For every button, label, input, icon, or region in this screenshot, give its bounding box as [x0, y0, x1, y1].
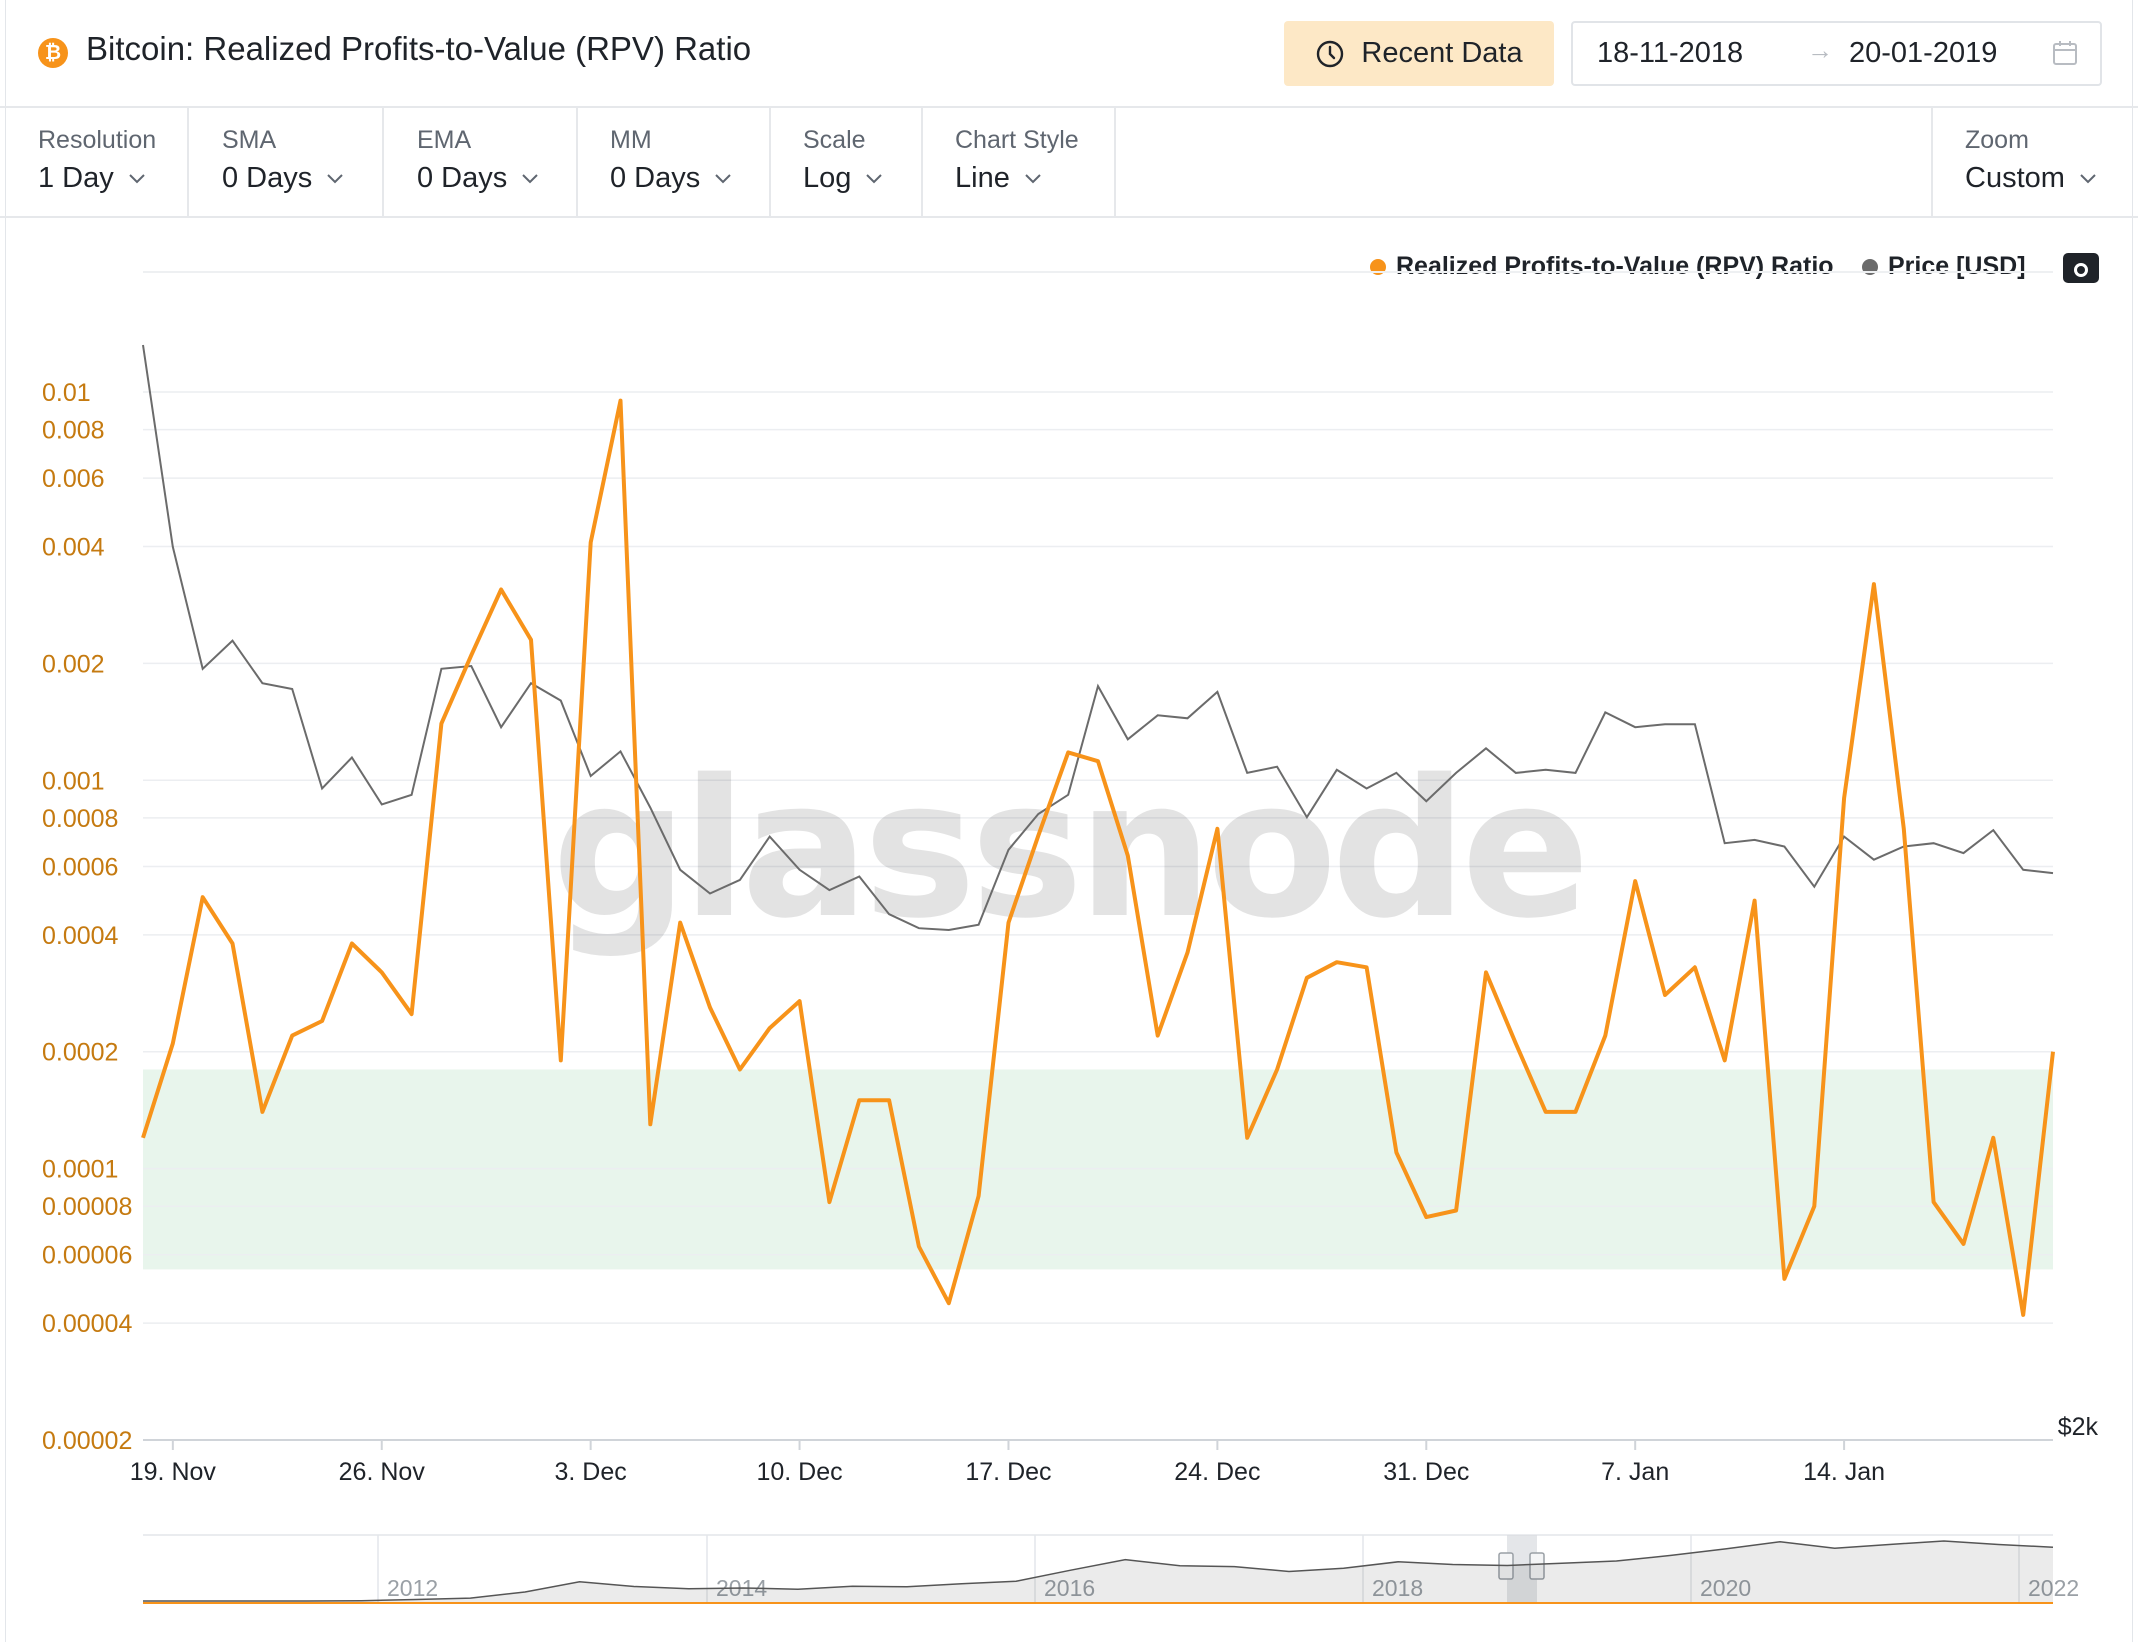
y-tick-label: 0.0006 — [42, 853, 118, 881]
clock-icon — [1317, 40, 1344, 67]
scale-label: Scale — [803, 126, 866, 154]
x-tick-label: 3. Dec — [555, 1458, 627, 1486]
navigator-year-label: 2018 — [1372, 1575, 1423, 1601]
y-tick-label: 0.00004 — [42, 1310, 132, 1338]
x-tick-label: 14. Jan — [1803, 1458, 1885, 1486]
chevron-down-icon — [2080, 174, 2096, 184]
navigator-year-label: 2012 — [387, 1575, 438, 1601]
y-tick-label: 0.0004 — [42, 922, 119, 950]
mm-value: 0 Days — [610, 162, 732, 195]
y-tick-label: 0.0002 — [42, 1039, 118, 1067]
sma-label: SMA — [222, 126, 277, 154]
zoom-dropdown[interactable]: Zoom Custom — [1931, 108, 2133, 216]
x-tick-label: 26. Nov — [339, 1458, 426, 1486]
y-tick-label: 0.01 — [42, 379, 91, 407]
x-tick-label: 7. Jan — [1601, 1458, 1669, 1486]
y-tick-label: 0.008 — [42, 417, 105, 445]
navigator-handle-right — [1529, 1552, 1545, 1580]
x-tick-label: 17. Dec — [965, 1458, 1051, 1486]
chart-panel — [5, 0, 2133, 1642]
date-from-input[interactable]: 18-11-2018 — [1597, 37, 1744, 69]
chart-toolbar: Resolution 1 Day SMA 0 Days EMA 0 Days M… — [0, 108, 2138, 218]
chevron-down-icon — [866, 174, 883, 184]
y-tick-label: 0.0001 — [42, 1156, 118, 1184]
bitcoin-icon: ₿ — [38, 38, 68, 68]
navigator-year-label: 2022 — [2028, 1575, 2079, 1601]
recent-data-button[interactable]: Recent Data — [1284, 21, 1554, 86]
ema-label: EMA — [417, 126, 472, 154]
x-tick-label: 10. Dec — [756, 1458, 842, 1486]
price-dot-icon — [1862, 258, 1878, 275]
mm-dropdown[interactable]: MM 0 Days — [578, 108, 771, 216]
zoom-label: Zoom — [1965, 126, 2029, 154]
ema-dropdown[interactable]: EMA 0 Days — [384, 108, 578, 216]
rpv-chart: 0.01 0.008 0.006 0.004 0.002 0.001 0.0008 0.000… — [42, 271, 2099, 1604]
camera-icon[interactable] — [2063, 253, 2099, 283]
x-tick-label: 19. Nov — [130, 1458, 217, 1486]
recent-data-label: Recent Data — [1361, 37, 1523, 69]
rpv-series-line — [141, 398, 2055, 1317]
resolution-label: Resolution — [38, 126, 157, 154]
sma-dropdown[interactable]: SMA 0 Days — [189, 108, 384, 216]
zoom-value: Custom — [1965, 162, 2097, 195]
chevron-down-icon — [522, 174, 538, 184]
chart-style-dropdown[interactable]: Chart Style Line — [923, 108, 1116, 216]
navigator-area — [143, 1541, 2053, 1603]
legend-rpv-label: Realized Profits-to-Value (RPV) Ratio — [1396, 252, 1834, 280]
calendar-icon[interactable] — [2051, 39, 2079, 67]
green-band — [143, 1069, 2053, 1270]
chart-header: ₿ Bitcoin: Realized Profits-to-Value (RP… — [0, 0, 2138, 108]
legend-item-rpv[interactable]: Realized Profits-to-Value (RPV) Ratio — [1370, 252, 1834, 281]
navigator-price-line — [143, 1540, 2054, 1602]
chart-style-value: Line — [955, 162, 1042, 195]
navigator — [143, 1535, 2053, 1603]
y-tick-label: 0.004 — [42, 534, 105, 562]
date-arrow-icon: → — [1807, 35, 1833, 65]
y-tick-label: 0.00002 — [42, 1427, 132, 1455]
scale-value: Log — [803, 162, 883, 195]
legend-price-label: Price [USD] — [1888, 252, 2026, 280]
chevron-down-icon — [129, 174, 145, 184]
price-series-line — [142, 344, 2054, 932]
chevron-down-icon — [715, 174, 731, 184]
chart-style-label: Chart Style — [955, 126, 1079, 154]
y-tick-label: 0.00006 — [42, 1242, 132, 1270]
navigator-year-label: 2020 — [1700, 1575, 1751, 1601]
y-tick-label: 0.0008 — [42, 805, 118, 833]
right-axis-label: $2k — [2058, 1413, 2099, 1441]
sma-value: 0 Days — [222, 162, 344, 195]
resolution-value: 1 Day — [38, 162, 146, 195]
y-tick-label: 0.002 — [42, 650, 105, 678]
chevron-down-icon — [327, 174, 343, 184]
resolution-dropdown[interactable]: Resolution 1 Day — [5, 108, 189, 216]
date-to-input[interactable]: 20-01-2019 — [1849, 37, 1998, 69]
scale-dropdown[interactable]: Scale Log — [771, 108, 923, 216]
y-tick-label: 0.001 — [42, 767, 105, 795]
x-tick-label: 24. Dec — [1174, 1458, 1260, 1486]
mm-label: MM — [610, 126, 652, 154]
navigator-year-label: 2016 — [1044, 1575, 1095, 1601]
x-tick-label: 31. Dec — [1383, 1458, 1469, 1486]
date-range-picker[interactable]: 18-11-2018 → 20-01-2019 — [1571, 21, 2102, 86]
page-title: Bitcoin: Realized Profits-to-Value (RPV)… — [86, 30, 752, 67]
legend-item-price[interactable]: Price [USD] — [1862, 252, 2026, 281]
watermark: glassnode — [552, 739, 1584, 960]
ema-value: 0 Days — [417, 162, 539, 195]
y-tick-label: 0.00008 — [42, 1193, 132, 1221]
y-tick-label: 0.006 — [42, 465, 105, 493]
rpv-dot-icon — [1370, 258, 1386, 275]
chevron-down-icon — [1025, 174, 1041, 184]
